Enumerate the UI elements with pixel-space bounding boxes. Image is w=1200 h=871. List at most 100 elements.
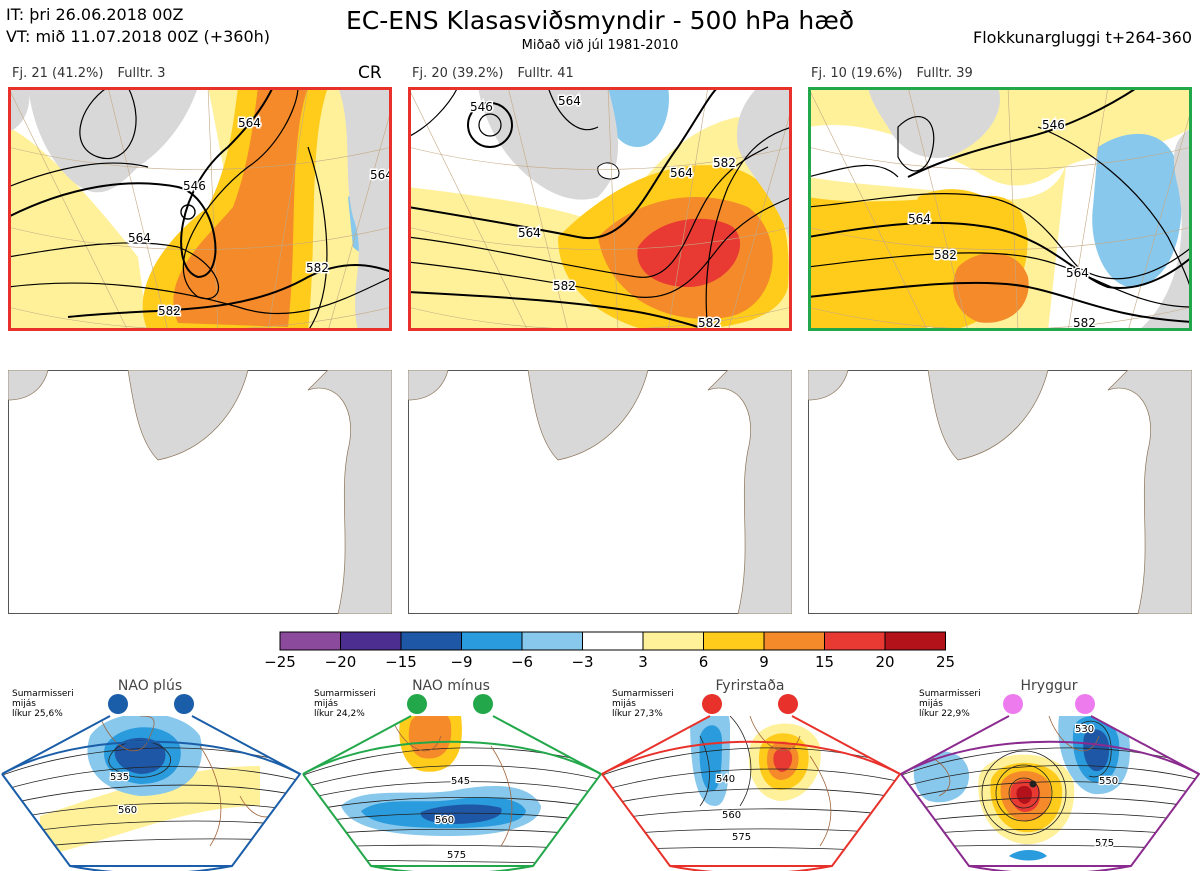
regime-blocking: Fyrirstaða Sumarmisseri mijás líkur 27,3…: [601, 678, 902, 871]
contour-label: 560: [435, 815, 454, 826]
base-map-1: [8, 370, 392, 614]
regime-nao-minus: NAO mínus Sumarmisseri mijás líkur 24,2%…: [302, 678, 603, 871]
regime-marker: [1075, 694, 1095, 714]
contour-label: 546: [470, 100, 493, 114]
panel-1-count: Fj. 21 (41.2%): [12, 66, 104, 81]
contour-label: 564: [370, 168, 392, 182]
colorbar-tick-label: 20: [875, 653, 894, 671]
colorbar: −25 −20 −15 −9 −6 −3 3 6 9 15 20 25: [264, 631, 955, 671]
regime-marker: [407, 694, 427, 714]
regime-name: Hryggur: [1021, 678, 1078, 694]
colorbar-tick-label: −3: [571, 653, 593, 671]
regime-season: Sumarmisseri: [919, 689, 981, 699]
colorbar-swatch: [521, 631, 583, 651]
colorbar-tick-label: 25: [936, 653, 955, 671]
contour-label: 546: [183, 179, 206, 193]
valid-time: VT: mið 11.07.2018 00Z (+360h): [6, 27, 271, 46]
contour-label: 564: [518, 226, 541, 240]
panel-3-caption: Fj. 10 (19.6%) Fulltr. 39: [811, 66, 973, 81]
contour-label: 545: [451, 776, 470, 787]
colorbar-tick-label: 9: [759, 653, 769, 671]
contour-label: 564: [908, 212, 931, 226]
contour-label: 582: [306, 261, 329, 275]
regime-type: mijás: [919, 699, 943, 709]
contour-label: 546: [1042, 118, 1065, 132]
cluster-map-3-border: [808, 87, 1192, 331]
contour-label: 575: [447, 850, 466, 861]
cluster-map-3: 546 564 582 564 582: [808, 87, 1192, 331]
regime-marker: [108, 694, 128, 714]
regime-probability: líkur 22,9%: [919, 709, 970, 719]
contour-label: 564: [128, 231, 151, 245]
colorbar-swatch: [642, 631, 704, 651]
contour-label: 575: [1095, 838, 1114, 849]
classification-window: Flokkunargluggi t+264-360: [973, 28, 1192, 47]
regime-marker: [1003, 694, 1023, 714]
contour-label: 550: [1099, 776, 1118, 787]
contour-label: 564: [558, 94, 581, 108]
contour-label: 564: [670, 166, 693, 180]
base-map-2: [408, 370, 792, 614]
colorbar-swatch: [582, 631, 644, 651]
regime-marker: [473, 694, 493, 714]
colorbar-tick-label: −9: [450, 653, 472, 671]
regime-marker: [174, 694, 194, 714]
panel-3-representative: Fulltr. 39: [916, 66, 973, 81]
contour-label: 582: [713, 156, 736, 170]
cluster-map-1-border: [8, 87, 392, 331]
colorbar-tick-label: 6: [699, 653, 709, 671]
panel-1-representative: Fulltr. 3: [117, 66, 166, 81]
contour-label: 582: [158, 304, 181, 318]
contour-label: 582: [553, 279, 576, 293]
colorbar-swatch: [703, 631, 765, 651]
cluster-map-1: 546 564 564 582 582 564: [8, 87, 392, 331]
regime-probability: líkur 27,3%: [612, 709, 663, 719]
colorbar-swatch: [461, 631, 523, 651]
regime-type: mijás: [314, 699, 338, 709]
panel-2-count: Fj. 20 (39.2%): [412, 66, 504, 81]
colorbar-tick-label: −6: [511, 653, 533, 671]
panel-2-caption: Fj. 20 (39.2%) Fulltr. 41: [412, 66, 574, 81]
regime-nao-plus: NAO plús Sumarmisseri mijás líkur 25,6% …: [1, 678, 302, 871]
colorbar-swatch: [400, 631, 462, 651]
regime-name: NAO mínus: [412, 678, 490, 694]
base-map-3: [808, 370, 1192, 614]
regime-season: Sumarmisseri: [314, 689, 376, 699]
panel-1-tag: CR: [358, 63, 382, 83]
colorbar-tick-label: −20: [325, 653, 357, 671]
panel-3-count: Fj. 10 (19.6%): [811, 66, 903, 81]
colorbar-swatch: [824, 631, 886, 651]
regime-name: NAO plús: [118, 678, 182, 694]
regime-season: Sumarmisseri: [12, 689, 74, 699]
cluster-map-2: 546 564 564 582 582 582 564: [408, 87, 792, 331]
panel-1-caption: Fj. 21 (41.2%) Fulltr. 3: [12, 66, 166, 81]
cluster-map-2-border: [408, 87, 792, 331]
contour-label: 530: [1075, 724, 1094, 735]
colorbar-tick-label: −25: [264, 653, 296, 671]
regime-probability: líkur 24,2%: [314, 709, 365, 719]
panel-2-representative: Fulltr. 41: [517, 66, 574, 81]
colorbar-swatch: [884, 631, 946, 651]
contour-label: 564: [1066, 266, 1089, 280]
colorbar-swatch: [340, 631, 402, 651]
regime-probability: líkur 25,6%: [12, 709, 63, 719]
contour-label: 540: [716, 774, 735, 785]
regime-marker: [778, 694, 798, 714]
colorbar-tick-label: 3: [638, 653, 648, 671]
page-subtitle: Miðað við júl 1981-2010: [521, 38, 679, 53]
initial-time: IT: þri 26.06.2018 00Z: [6, 5, 184, 24]
fan-outline: [601, 715, 902, 867]
regime-marker: [702, 694, 722, 714]
colorbar-tick-label: −15: [385, 653, 417, 671]
contour-label: 582: [934, 248, 957, 262]
colorbar-swatch: [279, 631, 341, 651]
contour-label: 575: [732, 832, 751, 843]
regime-type: mijás: [612, 699, 636, 709]
contour-label: 560: [118, 805, 137, 816]
regime-ridge: Hryggur Sumarmisseri mijás líkur 22,9% 5…: [900, 678, 1200, 871]
contour-label: 582: [698, 316, 721, 330]
regime-name: Fyrirstaða: [716, 678, 785, 694]
contour-label: 560: [722, 810, 741, 821]
contour-label: 564: [238, 116, 261, 130]
header-times: IT: þri 26.06.2018 00Z VT: mið 11.07.201…: [6, 4, 270, 48]
